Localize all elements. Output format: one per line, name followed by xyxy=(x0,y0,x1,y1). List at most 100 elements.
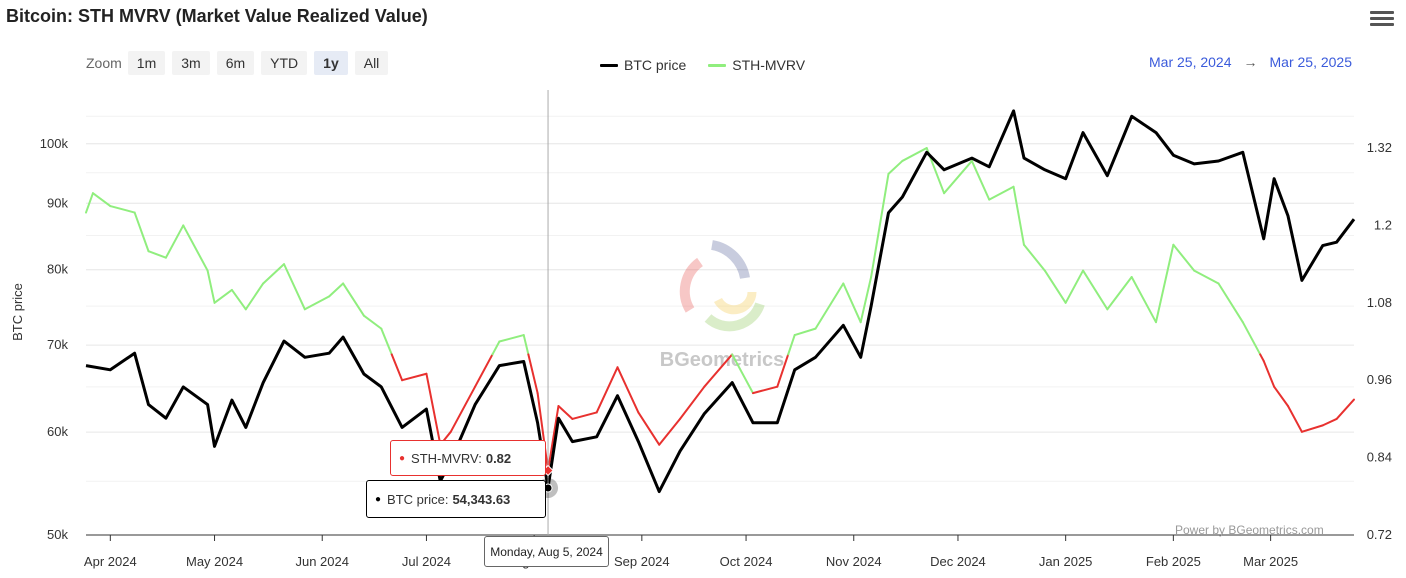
watermark-logo xyxy=(679,240,765,332)
mvrv-line-segment xyxy=(1286,405,1303,433)
mvrv-line-segment xyxy=(1217,282,1244,324)
mvrv-line-segment xyxy=(1321,417,1338,427)
tooltip-value: 54,343.63 xyxy=(452,491,511,507)
mvrv-line-segment xyxy=(182,224,209,272)
mvrv-line-segment xyxy=(571,411,598,420)
x-tick-label: Oct 2024 xyxy=(720,554,773,569)
mvrv-line-segment xyxy=(1012,185,1025,246)
zoom-1y-button[interactable]: 1y xyxy=(314,51,348,75)
legend-label: STH-MVRV xyxy=(732,57,806,73)
hamburger-icon[interactable] xyxy=(1368,8,1396,32)
mvrv-line-segment xyxy=(1259,353,1265,362)
y-left-tick-label: 100k xyxy=(40,136,69,151)
zoom-all-button[interactable]: All xyxy=(354,51,389,75)
y-left-tick-label: 60k xyxy=(47,424,68,439)
tooltip-date: Monday, Aug 5, 2024 xyxy=(484,536,609,567)
legend-label: BTC price xyxy=(624,57,687,73)
mvrv-line-segment xyxy=(527,353,539,395)
x-tick-label: Dec 2024 xyxy=(930,554,986,569)
y-right-tick-label: 0.72 xyxy=(1367,527,1392,542)
dot-icon: ● xyxy=(399,452,406,464)
mvrv-line-segment xyxy=(206,269,216,304)
mvrv-line-segment xyxy=(230,288,247,311)
y-right-tick-label: 0.84 xyxy=(1367,450,1392,465)
mvrv-line-segment xyxy=(474,353,494,388)
y-left-tick-label: 90k xyxy=(47,195,68,210)
x-tick-label: Jan 2025 xyxy=(1039,554,1093,569)
legend: BTC price STH-MVRV xyxy=(600,57,827,73)
mvrv-line-segment xyxy=(1172,243,1196,272)
y-left-tick-label: 50k xyxy=(47,527,68,542)
tooltip-btc-price: ● BTC price: 54,343.63 xyxy=(366,480,546,518)
mvrv-line-segment xyxy=(164,224,185,259)
zoom-1m-button[interactable]: 1m xyxy=(127,51,166,75)
legend-item-btc-price[interactable]: BTC price xyxy=(600,57,686,73)
x-tick-label: Apr 2024 xyxy=(84,554,137,569)
mvrv-line-segment xyxy=(1193,269,1220,285)
mvrv-line-segment xyxy=(731,353,755,395)
grid xyxy=(86,115,1354,536)
mvrv-line-segment xyxy=(776,353,790,388)
btc-price-line xyxy=(85,109,1356,494)
mvrv-line-segment xyxy=(147,250,167,259)
mvrv-line-segment xyxy=(1241,321,1262,356)
mvrv-line-segment xyxy=(303,295,331,311)
mvrv-line-segment xyxy=(547,405,560,472)
y-right-tick-label: 1.32 xyxy=(1367,140,1392,155)
zoom-ytd-button[interactable]: YTD xyxy=(261,51,308,75)
mvrv-line-segment xyxy=(1154,243,1175,324)
zoom-label: Zoom xyxy=(86,55,122,71)
mvrv-line-segment xyxy=(752,385,779,395)
mvrv-line-segment xyxy=(1130,276,1157,324)
mvrv-line-segment xyxy=(901,147,928,162)
y-axis-title: BTC price xyxy=(10,283,25,341)
mvrv-line-segment xyxy=(787,334,796,356)
mvrv-line-segment xyxy=(85,192,94,214)
mvrv-line-segment xyxy=(1106,276,1133,311)
mvrv-line-segment xyxy=(814,282,845,330)
mvrv-line-segment xyxy=(842,282,862,324)
x-tick-label: May 2024 xyxy=(186,554,243,569)
mvrv-line-segment xyxy=(793,327,817,337)
watermark-text: BGeometrics xyxy=(660,349,785,371)
mvrv-line-segment xyxy=(970,159,991,201)
y-left-tick-label: 80k xyxy=(47,262,68,277)
mvrv-line-segment xyxy=(262,263,286,285)
mvrv-line-segment xyxy=(595,366,619,414)
x-tick-label: Jul 2024 xyxy=(402,554,451,569)
mvrv-line-segment xyxy=(109,205,136,214)
y-left-tick-label: 70k xyxy=(47,337,68,352)
date-range: Mar 25, 2024 → Mar 25, 2025 xyxy=(1149,54,1352,70)
y-right-tick-label: 1.08 xyxy=(1367,295,1392,310)
y-right-tick-label: 1.2 xyxy=(1374,217,1392,232)
legend-item-sth-mvrv[interactable]: STH-MVRV xyxy=(708,57,805,73)
mvrv-line-segment xyxy=(283,263,306,311)
zoom-controls: Zoom 1m 3m 6m YTD 1y All xyxy=(86,51,395,75)
tooltip-label: STH-MVRV: xyxy=(411,450,482,466)
mvrv-line-segment xyxy=(1273,385,1289,408)
range-to[interactable]: Mar 25, 2025 xyxy=(1269,54,1353,70)
x-tick-label: Jun 2024 xyxy=(295,554,349,569)
mvrv-line-segment xyxy=(988,185,1015,201)
series-layer xyxy=(85,109,1356,494)
mvrv-line-segment xyxy=(328,282,345,298)
zoom-6m-button[interactable]: 6m xyxy=(216,51,255,75)
zoom-3m-button[interactable]: 3m xyxy=(172,51,210,75)
mvrv-line-segment xyxy=(449,385,477,433)
mvrv-line-segment xyxy=(342,282,365,317)
tooltip-label: BTC price: xyxy=(387,491,449,507)
mvrv-line-segment xyxy=(703,353,734,388)
mvrv-line-segment xyxy=(244,282,265,311)
x-tick-label: Feb 2025 xyxy=(1146,554,1201,569)
mvrv-line-segment xyxy=(1300,424,1324,433)
range-from[interactable]: Mar 25, 2024 xyxy=(1149,54,1232,70)
mvrv-line-segment xyxy=(425,372,442,446)
credit-text[interactable]: Power by BGeometrics.com xyxy=(1175,523,1324,537)
mvrv-line-segment xyxy=(557,405,574,420)
mvrv-line-segment xyxy=(1022,243,1046,272)
mvrv-line-segment xyxy=(91,192,112,208)
mvrv-line-segment xyxy=(390,353,404,382)
mvrv-line-segment xyxy=(1262,359,1276,388)
legend-symbol xyxy=(708,63,727,67)
